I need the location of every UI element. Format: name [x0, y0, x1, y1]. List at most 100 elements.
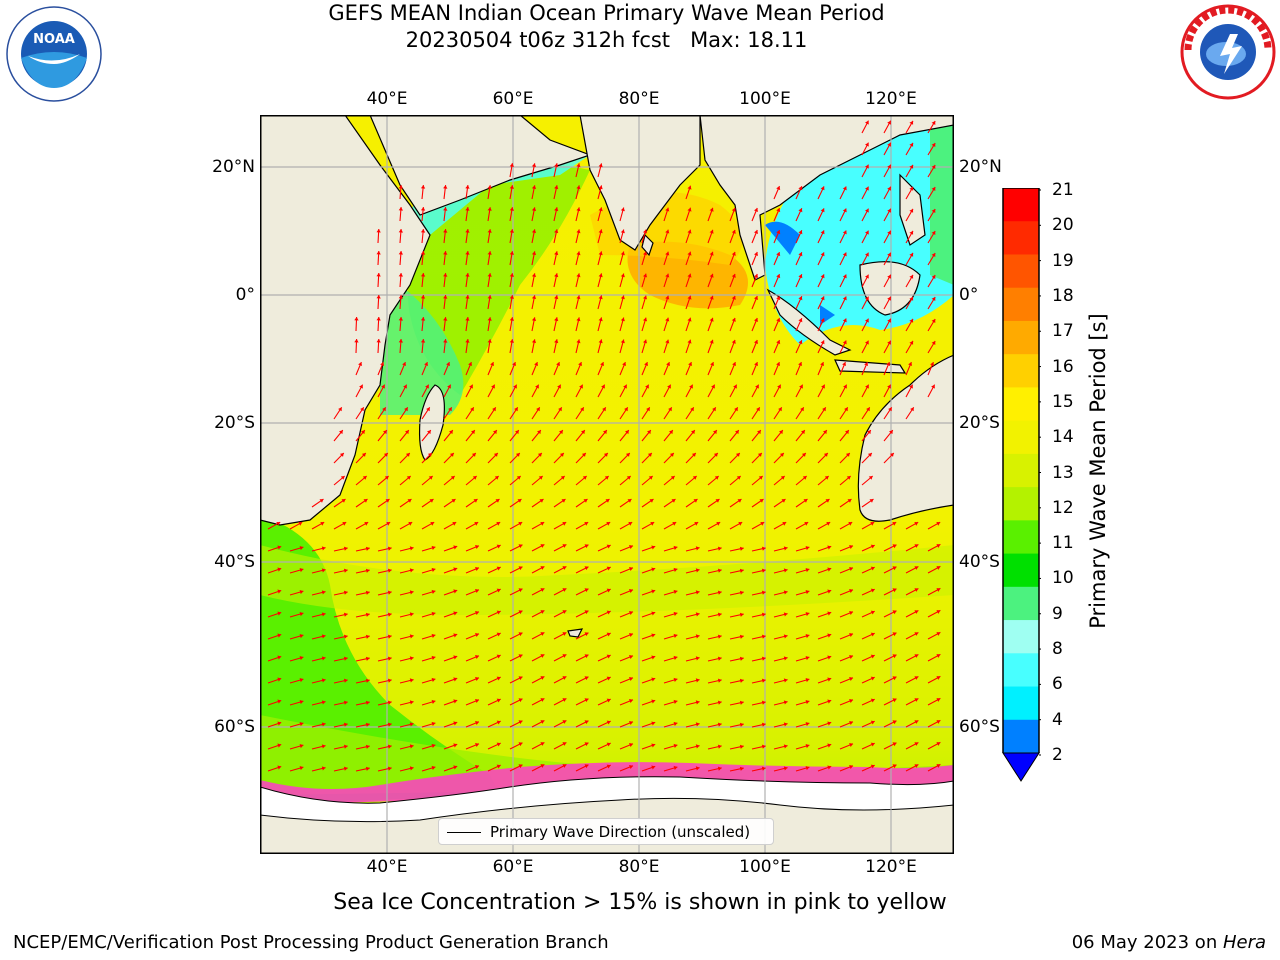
wave-arrow-head [695, 700, 700, 705]
wave-arrow-head [354, 317, 359, 321]
wave-arrow-head [409, 612, 414, 617]
wave-arrow-head [398, 317, 403, 321]
wave-arrow-head [299, 568, 304, 573]
wave-arrow-head [887, 120, 891, 125]
colorbar-tick-label: 19 [1052, 250, 1074, 271]
wave-arrow-head [914, 764, 919, 768]
wave-arrow-head [931, 187, 936, 191]
wave-arrow-head [581, 453, 586, 457]
wave-arrow-head [384, 476, 389, 480]
wave-arrow-head [600, 362, 604, 366]
wave-arrow-head [409, 546, 414, 551]
wave-arrow-head [475, 545, 479, 549]
wave-arrow-head [666, 362, 670, 366]
wave-arrow-head [887, 142, 891, 147]
colorbar-frame [1002, 188, 1040, 753]
wave-arrow-head [531, 229, 537, 233]
wave-arrow-head [690, 407, 694, 412]
wave-arrow-head [496, 522, 501, 526]
wave-arrow-head [496, 742, 501, 747]
wave-arrow-head [387, 634, 392, 639]
wave-arrow-head [931, 143, 936, 147]
wave-arrow-head [321, 722, 326, 727]
wave-arrow-head [538, 476, 543, 480]
wave-arrow-head [673, 655, 678, 660]
wave-arrow-head [870, 544, 875, 549]
wave-arrow-head [409, 722, 414, 727]
wave-arrow-head [845, 430, 849, 435]
colorbar-tick-label: 12 [1052, 497, 1074, 518]
wave-arrow-head [870, 698, 875, 703]
wave-arrow-head [338, 407, 342, 412]
wave-arrow-head [420, 339, 426, 343]
wave-arrow-head [823, 430, 827, 435]
wave-arrow-head [731, 295, 736, 300]
wave-arrow-head [827, 743, 832, 748]
wave-arrow-head [598, 295, 603, 300]
wave-arrow-head [623, 384, 627, 389]
wave-arrow-head [651, 567, 656, 572]
colorbar-bin-4 [1003, 320, 1039, 355]
wave-arrow-head [849, 743, 853, 747]
wave-arrow-head [892, 698, 897, 703]
wave-arrow-head [754, 362, 758, 366]
wave-arrow-head [540, 698, 545, 702]
wave-arrow-head [518, 632, 523, 637]
wave-arrow-head [453, 655, 458, 660]
wave-arrow-head [339, 453, 344, 457]
wave-arrow-head [443, 317, 448, 321]
wave-arrow-head [365, 722, 370, 727]
wave-arrow-head [443, 229, 448, 233]
wave-arrow-head [576, 185, 581, 190]
wave-arrow-head [409, 634, 414, 639]
wave-arrow-head [783, 700, 788, 705]
wave-arrow-head [402, 362, 406, 366]
wave-arrow-head [849, 655, 853, 659]
wave-arrow-head [387, 656, 392, 661]
wave-arrow-head [731, 339, 736, 344]
wave-arrow-head [540, 742, 545, 746]
wave-arrow-head [277, 655, 282, 660]
wave-arrow-head [800, 407, 804, 412]
wave-arrow-head [431, 699, 436, 704]
wave-arrow-head [665, 229, 670, 234]
wave-arrow-head [598, 317, 603, 322]
wave-arrow-head [651, 633, 656, 638]
wave-arrow-head [781, 499, 786, 503]
wave-arrow-head [783, 612, 788, 617]
wave-arrow-head [387, 678, 392, 683]
wave-arrow-head [509, 163, 514, 167]
wave-arrow-head [453, 633, 458, 638]
colorbar-bin-2 [1003, 254, 1039, 289]
wave-arrow-head [673, 611, 678, 616]
wave-arrow-head [487, 207, 492, 211]
wave-arrow-head [739, 766, 744, 771]
wave-arrow-head [578, 362, 582, 366]
wave-arrow-head [936, 720, 941, 724]
wave-arrow-head [849, 545, 853, 549]
lat-tick-right-60S: 60°S [959, 717, 1000, 737]
wave-arrow-head [713, 430, 717, 435]
wave-arrow-head [361, 430, 365, 435]
wave-arrow-head [865, 142, 869, 147]
wave-arrow-head [431, 765, 436, 770]
wave-arrow-head [453, 743, 458, 748]
wave-arrow-head [620, 229, 625, 234]
wave-arrow-head [606, 566, 611, 571]
wave-arrow-head [606, 654, 611, 659]
wave-arrow-head [931, 319, 936, 323]
wave-arrow-head [583, 499, 588, 503]
wave-arrow-head [606, 588, 611, 593]
colorbar-bin-13 [1003, 620, 1039, 654]
wave-arrow-head [606, 544, 611, 549]
wave-arrow-head [531, 251, 537, 255]
wave-arrow-head [651, 589, 656, 594]
wave-arrow-head [364, 522, 369, 526]
wave-arrow-head [687, 185, 692, 190]
wave-arrow-head [487, 295, 492, 299]
wave-arrow-head [754, 274, 758, 278]
wave-arrow-head [341, 499, 346, 503]
wave-arrow-head [695, 678, 700, 683]
wave-arrow-head [665, 207, 670, 212]
wave-arrow-head [343, 656, 348, 661]
